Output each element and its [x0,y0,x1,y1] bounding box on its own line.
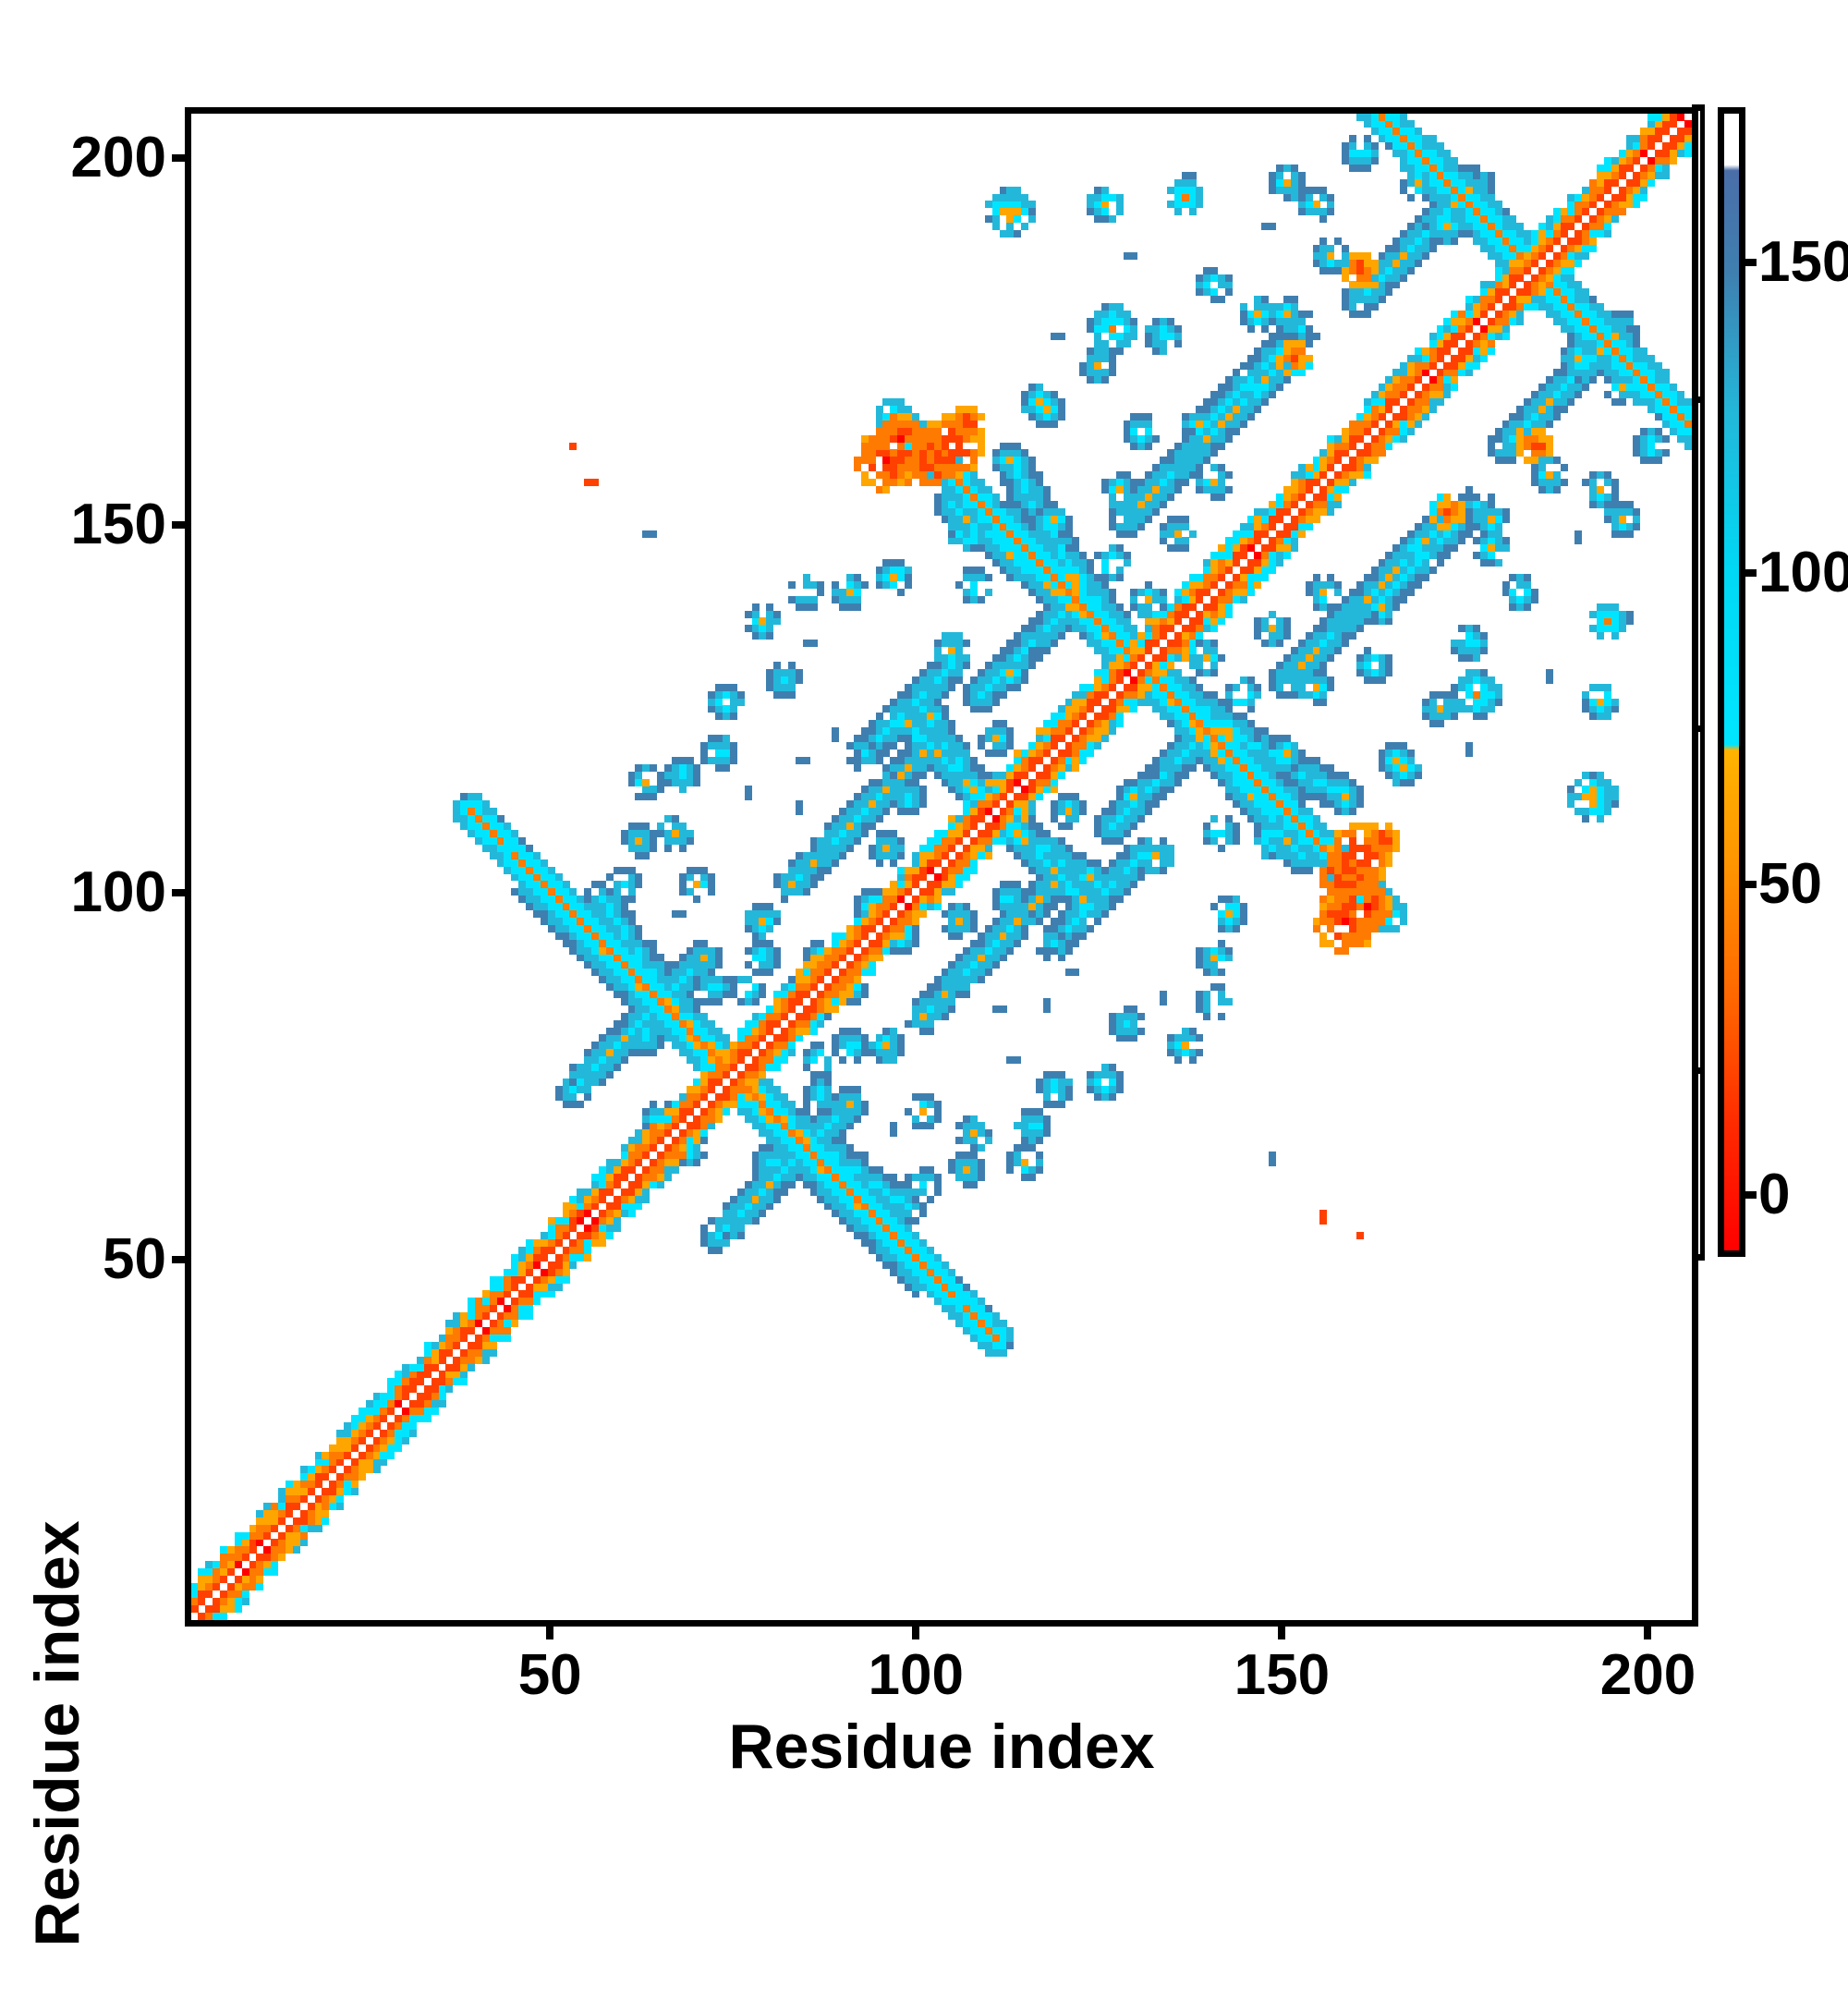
y-tick-label-100: 100 [70,859,166,924]
colorbar-tick-label-0: 0 [1758,1162,1791,1226]
colorbar-outer-tick-4 [1692,104,1705,111]
colorbar-outer-tick-1 [1692,1067,1705,1075]
colorbar-outer-spine [1700,107,1705,1257]
contact-map-figure: 50 100 150 200 50 100 150 200 Residue index Re… [22,104,1848,1947]
colorbar-tick-mark-0 [1742,1190,1757,1199]
y-axis-title: Residue index [22,1520,92,1947]
colorbar-tick-label-100: 100 [1758,541,1848,605]
y-tick-mark-50 [172,1256,187,1264]
y-tick-mark-100 [172,888,187,896]
x-axis-title-wrap: Residue index [185,1664,1698,1778]
contact-map-heatmap [191,114,1692,1620]
y-tick-label-200: 200 [70,125,166,189]
x-tick-label-100: 100 [868,1643,964,1707]
x-axis-title: Residue index [728,1712,1155,1782]
colorbar-tick-mark-100 [1742,569,1757,578]
plot-frame [185,107,1698,1627]
x-tick-label-150: 150 [1234,1643,1331,1707]
x-tick-label-200: 200 [1599,1643,1696,1707]
colorbar-tick-mark-150 [1742,259,1757,267]
y-tick-label-150: 150 [70,493,166,557]
colorbar-tick-label-50: 50 [1758,851,1822,916]
x-tick-mark-50 [546,1625,554,1639]
colorbar-tick-mark-50 [1742,880,1757,888]
x-tick-mark-100 [912,1625,920,1639]
x-tick-mark-150 [1278,1625,1286,1639]
colorbar-gradient [1724,114,1739,1250]
y-tick-mark-150 [172,521,187,530]
colorbar-outer-tick-2 [1692,725,1705,733]
y-tick-mark-200 [172,153,187,162]
x-tick-mark-200 [1644,1625,1652,1639]
colorbar-outer-tick-0 [1692,1254,1705,1261]
x-tick-label-50: 50 [517,1643,582,1707]
y-tick-label-50: 50 [103,1227,166,1292]
colorbar-frame [1718,107,1745,1257]
colorbar-outer-tick-3 [1692,396,1705,404]
colorbar-tick-label-150: 150 [1758,230,1848,295]
